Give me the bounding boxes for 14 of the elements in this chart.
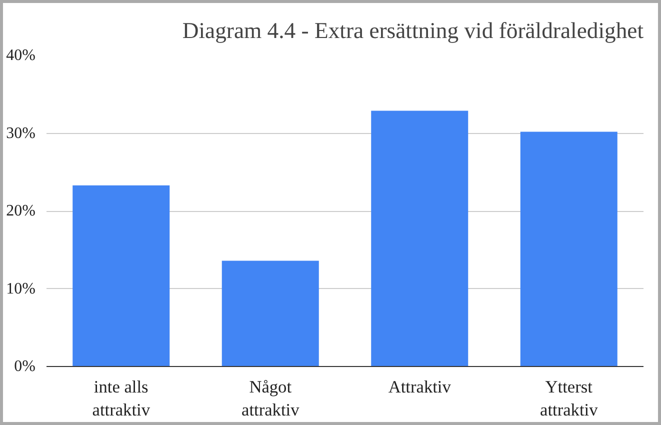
y-tick-label: 10% <box>6 280 36 298</box>
bar <box>371 110 468 366</box>
y-tick-label: 30% <box>6 124 36 142</box>
y-tick-label: 40% <box>6 47 36 64</box>
bar <box>222 260 319 366</box>
x-tick-label: Attraktiv <box>388 378 452 396</box>
bar <box>72 185 170 366</box>
x-tick-label: Något attraktiv <box>242 378 300 420</box>
bar <box>520 132 618 366</box>
y-tick-label: 0% <box>14 358 36 375</box>
x-tick-label: Ytterst attraktiv <box>540 378 598 420</box>
y-tick-label: 20% <box>6 202 36 220</box>
x-tick-label: inte alls attraktiv <box>92 378 150 420</box>
chart-title: Diagram 4.4 - Extra ersättning vid föräldraledighet <box>182 18 644 43</box>
